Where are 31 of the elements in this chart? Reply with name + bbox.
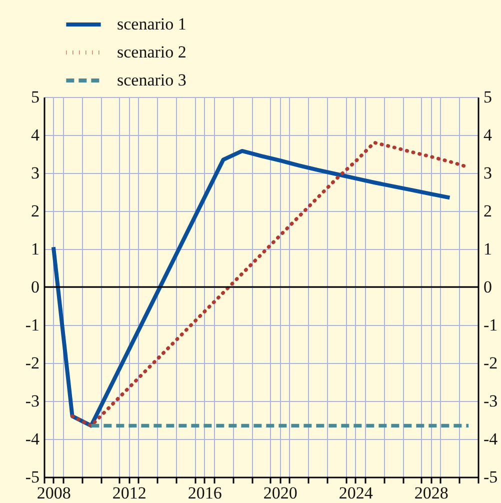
y-tick-label: -1 bbox=[25, 316, 40, 334]
y-tick-label: 3 bbox=[31, 164, 40, 182]
y2-tick-label: -4 bbox=[484, 430, 498, 448]
x-tick-label: 2020 bbox=[263, 484, 298, 502]
y2-tick-label: -2 bbox=[484, 354, 498, 372]
x-tick-label: 2016 bbox=[188, 484, 222, 502]
y-tick-label: -2 bbox=[25, 354, 40, 372]
x-tick-label: 2012 bbox=[112, 484, 146, 502]
legend-label: scenario 2 bbox=[117, 42, 186, 62]
y2-tick-label: 3 bbox=[484, 164, 492, 182]
y2-tick-label: 0 bbox=[484, 278, 492, 296]
y2-tick-label: -1 bbox=[484, 316, 498, 334]
y-tick-label: -3 bbox=[25, 392, 40, 410]
y2-tick-label: 5 bbox=[484, 88, 492, 106]
x-tick-label: 2008 bbox=[36, 484, 71, 502]
legend-label: scenario 1 bbox=[117, 14, 186, 34]
y-tick-label: 1 bbox=[31, 240, 40, 258]
y-tick-label: 0 bbox=[31, 278, 40, 296]
y-tick-label: 5 bbox=[31, 88, 40, 106]
y2-tick-label: -3 bbox=[484, 392, 498, 410]
y2-tick-label: 1 bbox=[484, 240, 492, 258]
y-tick-label: -5 bbox=[25, 468, 40, 486]
y2-tick-label: -5 bbox=[484, 468, 498, 486]
y2-tick-label: 2 bbox=[484, 202, 492, 220]
x-tick-label: 2024 bbox=[338, 484, 374, 502]
x-tick-label: 2028 bbox=[414, 484, 448, 502]
y-tick-label: -4 bbox=[25, 430, 40, 448]
y-tick-label: 2 bbox=[31, 202, 40, 220]
legend-label: scenario 3 bbox=[117, 70, 186, 90]
y-tick-label: 4 bbox=[31, 126, 40, 144]
y2-tick-label: 4 bbox=[484, 126, 492, 144]
